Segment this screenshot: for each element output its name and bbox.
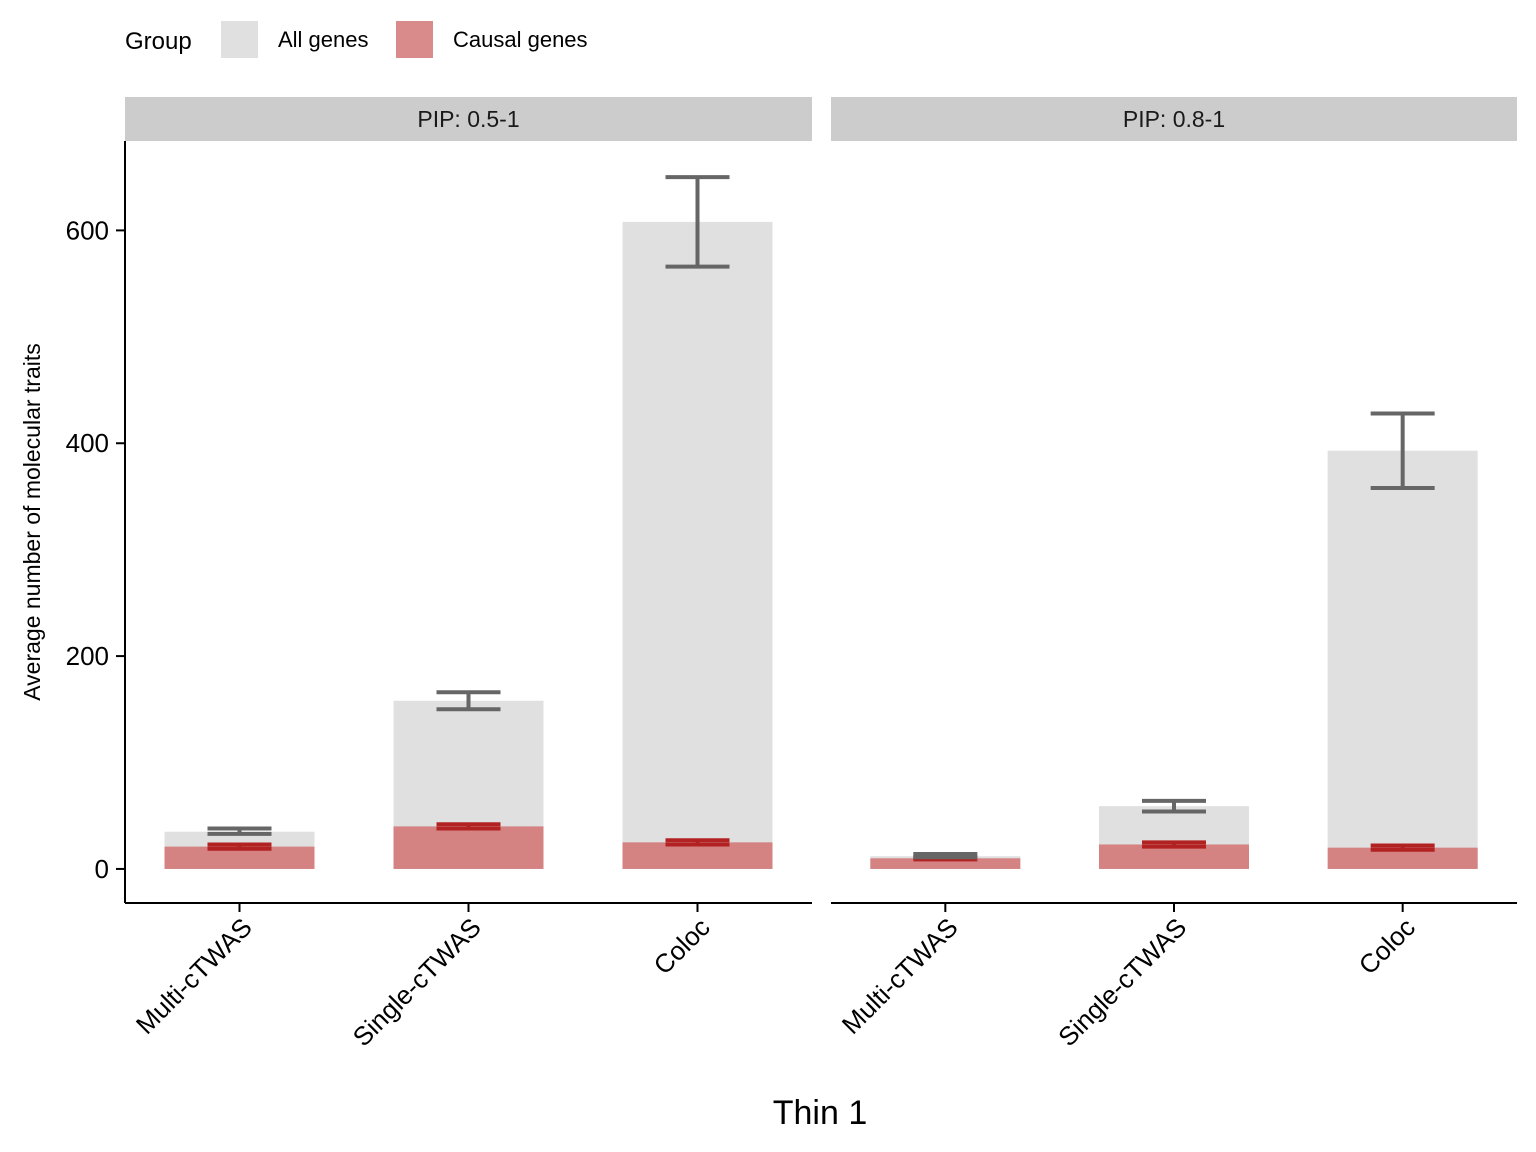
facet-strip bbox=[125, 97, 812, 141]
facet-strip-label: PIP: 0.8-1 bbox=[1123, 106, 1225, 132]
legend-label-causal-genes: Causal genes bbox=[453, 27, 588, 52]
error-bar-all-genes bbox=[665, 175, 730, 269]
x-tick-label: Multi-cTWAS bbox=[130, 912, 258, 1040]
y-tick-label: 200 bbox=[66, 641, 109, 671]
x-tick-label: Coloc bbox=[1353, 912, 1421, 980]
y-tick-label: 400 bbox=[66, 428, 109, 458]
error-bar-causal-genes bbox=[1142, 840, 1206, 849]
legend-label-all-genes: All genes bbox=[278, 27, 369, 52]
legend-key-causal-genes bbox=[396, 21, 433, 58]
error-bar-causal-genes bbox=[207, 842, 272, 851]
error-bar-all-genes bbox=[207, 826, 272, 836]
facet-strip bbox=[831, 97, 1517, 141]
y-tick-label: 0 bbox=[95, 854, 109, 884]
error-bar-causal-genes bbox=[436, 822, 501, 831]
x-tick-label: Single-cTWAS bbox=[347, 912, 487, 1052]
x-tick-label: Multi-cTWAS bbox=[836, 912, 964, 1040]
facet-panel-1: PIP: 0.5-1 Multi-cTWAS Single-cTWAS Coloc 0 2… bbox=[66, 97, 812, 1052]
facet-panels: PIP: 0.5-1 Multi-cTWAS Single-cTWAS Coloc 0 2… bbox=[66, 97, 1517, 1052]
bar-causal-genes bbox=[622, 842, 773, 869]
facet-panel-2: PIP: 0.8-1 Multi-cTWAS Single-cTWAS Coloc bbox=[831, 97, 1517, 1052]
x-tick-label: Single-cTWAS bbox=[1052, 912, 1192, 1052]
bar-causal-genes bbox=[393, 826, 544, 869]
legend: Group All genes Causal genes bbox=[125, 21, 588, 58]
facet-strip-label: PIP: 0.5-1 bbox=[417, 106, 519, 132]
x-axis-title: Thin 1 bbox=[773, 1094, 868, 1132]
error-bar-all-genes bbox=[436, 690, 501, 712]
bar-causal-genes bbox=[870, 858, 1021, 869]
x-tick-label: Coloc bbox=[648, 912, 716, 980]
error-bar-all-genes bbox=[913, 852, 978, 860]
bar-causal-genes bbox=[164, 846, 315, 869]
bar-causal-genes bbox=[1327, 847, 1478, 869]
error-bar-causal-genes bbox=[665, 838, 730, 847]
bar-all-genes bbox=[1327, 450, 1478, 869]
bar-all-genes bbox=[622, 221, 773, 869]
error-bar-all-genes bbox=[1370, 411, 1435, 490]
legend-key-all-genes bbox=[221, 21, 258, 58]
y-axis-title: Average number of molecular traits bbox=[19, 343, 45, 701]
error-bar-all-genes bbox=[1142, 798, 1206, 814]
legend-title: Group bbox=[125, 28, 192, 55]
error-bar-causal-genes bbox=[1370, 843, 1435, 852]
y-tick-label: 600 bbox=[66, 215, 109, 245]
